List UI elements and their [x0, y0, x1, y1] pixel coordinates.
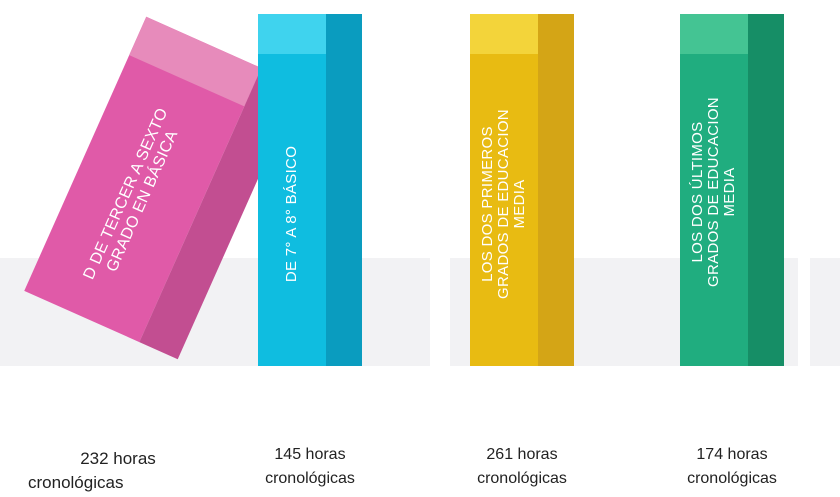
book-top — [258, 14, 326, 54]
book-front — [258, 14, 326, 366]
shelf-divider — [430, 258, 450, 366]
caption-unit: cronológicas — [28, 473, 124, 492]
caption-book-3: 261 horas cronológicas — [452, 443, 592, 491]
book-spine — [538, 14, 574, 366]
book-label-line: GRADOS DE EDUCACION — [705, 97, 722, 287]
book-top — [470, 14, 538, 54]
book-label-line: DE 7° A 8° BÁSICO — [283, 145, 300, 283]
caption-hours: 145 horas — [274, 446, 346, 463]
book-front — [680, 14, 748, 366]
caption-unit: cronológicas — [687, 470, 777, 487]
book-label-line: MEDIA — [721, 167, 738, 217]
caption-hours: 232 horas — [80, 449, 156, 468]
book-7-a-8-basico: DE 7° A 8° BÁSICO — [258, 14, 362, 366]
book-label-line: MEDIA — [511, 179, 528, 229]
book-label-line: LOS DOS ÚLTIMOS — [689, 121, 706, 263]
book-primeros-media: LOS DOS PRIMEROS GRADOS DE EDUCACION MED… — [470, 14, 574, 366]
book-spine — [748, 14, 784, 366]
book-top — [680, 14, 748, 54]
caption-book-1: 232 horas cronológicas — [28, 447, 188, 495]
book-label: LOS DOS PRIMEROS GRADOS DE EDUCACION MED… — [479, 109, 528, 299]
caption-hours: 261 horas — [486, 446, 558, 463]
book-front — [470, 14, 538, 366]
book-label-line: LOS DOS PRIMEROS — [479, 126, 496, 282]
book-label: LOS DOS ÚLTIMOS GRADOS DE EDUCACION MEDI… — [689, 97, 738, 287]
book-label: DE 7° A 8° BÁSICO — [283, 145, 300, 283]
caption-unit: cronológicas — [265, 470, 355, 487]
book-spine — [326, 14, 362, 366]
shelf-divider — [798, 258, 810, 366]
caption-hours: 174 horas — [696, 446, 768, 463]
book-ultimos-media: LOS DOS ÚLTIMOS GRADOS DE EDUCACION MEDI… — [680, 14, 784, 366]
caption-book-2: 145 horas cronológicas — [240, 443, 380, 491]
book-label-line: GRADOS DE EDUCACION — [495, 109, 512, 299]
caption-unit: cronológicas — [477, 470, 567, 487]
caption-book-4: 174 horas cronológicas — [662, 443, 802, 491]
